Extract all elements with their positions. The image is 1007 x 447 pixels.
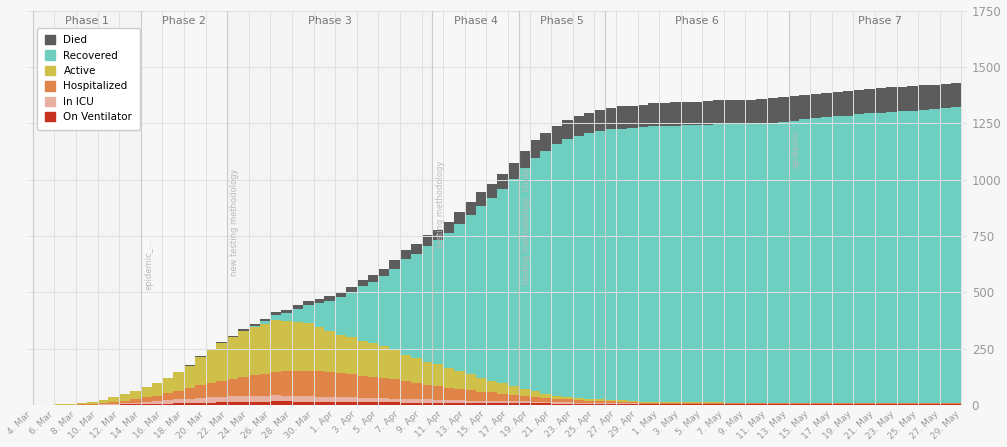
Text: Phase 7: Phase 7	[858, 17, 902, 26]
Text: Phase 5: Phase 5	[540, 17, 584, 26]
Bar	[141, 11, 228, 405]
Text: testing methodology, study: testing methodology, study	[522, 168, 531, 284]
Text: Phase 3: Phase 3	[308, 17, 351, 26]
Text: Phase 4: Phase 4	[453, 17, 497, 26]
Text: epidemic: epidemic	[792, 129, 801, 168]
Text: epidemic_...: epidemic_...	[144, 239, 153, 290]
Text: testing methodology: testing methodology	[436, 160, 445, 248]
Bar	[519, 11, 605, 405]
Bar	[432, 11, 519, 405]
Text: Phase 1: Phase 1	[64, 17, 109, 26]
Bar	[605, 11, 788, 405]
Bar	[33, 11, 141, 405]
Text: new testing methodology: new testing methodology	[231, 168, 240, 276]
Bar	[228, 11, 432, 405]
Text: Phase 6: Phase 6	[675, 17, 719, 26]
Legend: Died, Recovered, Active, Hospitalized, In ICU, On Ventilator: Died, Recovered, Active, Hospitalized, I…	[37, 28, 140, 130]
Text: Phase 2: Phase 2	[162, 17, 206, 26]
Bar	[788, 11, 972, 405]
